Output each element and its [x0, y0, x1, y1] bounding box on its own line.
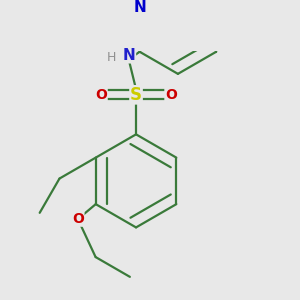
- Text: S: S: [130, 86, 142, 104]
- Text: N: N: [133, 0, 146, 15]
- Text: O: O: [95, 88, 107, 102]
- Text: N: N: [123, 48, 135, 63]
- Text: O: O: [72, 212, 84, 226]
- Text: O: O: [165, 88, 177, 102]
- Text: H: H: [107, 51, 116, 64]
